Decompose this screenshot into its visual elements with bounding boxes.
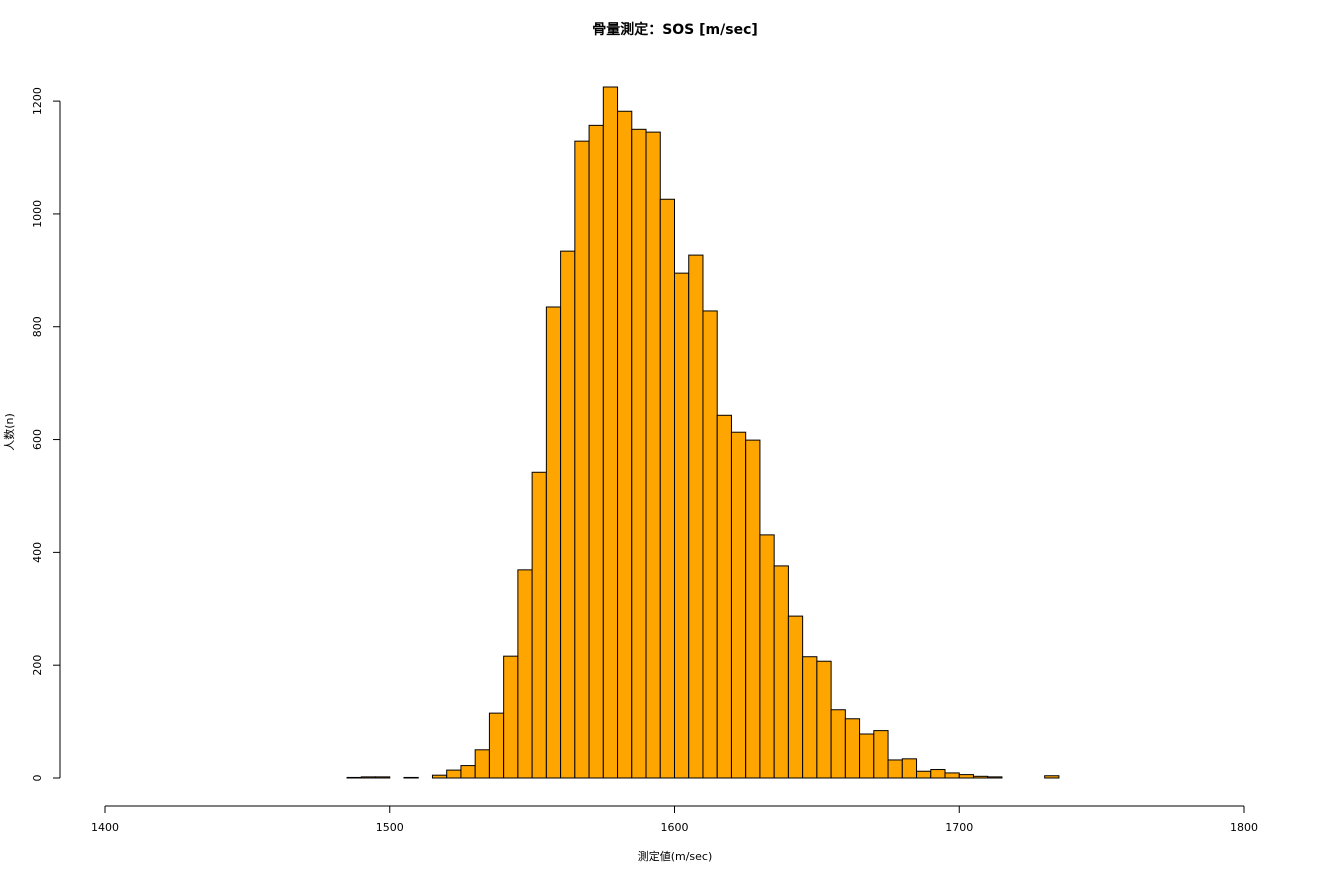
- bar: [631, 128, 647, 779]
- bar: [802, 656, 818, 779]
- x-tick-label: 1400: [91, 821, 119, 834]
- x-tick-label: 1800: [1230, 821, 1258, 834]
- bar: [431, 774, 448, 779]
- bar: [531, 471, 547, 779]
- bar: [830, 709, 846, 779]
- bar: [730, 431, 747, 779]
- bar: [773, 565, 789, 779]
- bar: [787, 615, 804, 779]
- bar: [844, 718, 861, 779]
- y-tick-label: 600: [31, 429, 44, 450]
- bar: [901, 758, 918, 779]
- bar: [346, 776, 362, 779]
- bar: [1044, 775, 1060, 779]
- bar: [488, 712, 505, 779]
- bar: [859, 733, 875, 779]
- y-tick-label: 1200: [31, 87, 44, 115]
- bar: [617, 110, 633, 779]
- bar: [944, 772, 960, 779]
- y-tick-label: 0: [31, 775, 44, 782]
- bar: [745, 439, 761, 779]
- bar: [958, 774, 974, 779]
- bar: [545, 306, 562, 779]
- y-tick-label: 400: [31, 542, 44, 563]
- bar: [503, 655, 519, 779]
- y-tick-label: 800: [31, 316, 44, 337]
- y-tick-label: 1000: [31, 200, 44, 228]
- bar: [887, 759, 903, 779]
- x-tick-label: 1500: [376, 821, 404, 834]
- bar: [816, 660, 832, 779]
- bar: [574, 140, 590, 779]
- y-tick-label: 200: [31, 655, 44, 676]
- bar: [716, 414, 732, 779]
- y-axis-label: 人数(n): [3, 413, 16, 451]
- bar: [659, 198, 676, 779]
- bar: [360, 776, 377, 779]
- x-axis-label: 測定値(m/sec): [638, 849, 713, 863]
- bar: [403, 776, 419, 779]
- bar: [474, 749, 490, 779]
- bar: [375, 776, 391, 779]
- bar: [688, 254, 704, 779]
- bar: [759, 534, 775, 779]
- bar: [560, 250, 576, 779]
- bar: [446, 769, 462, 779]
- x-tick-label: 1700: [945, 821, 973, 834]
- bar: [588, 124, 604, 779]
- bar: [460, 765, 476, 779]
- bar: [873, 730, 889, 779]
- bar: [517, 569, 533, 779]
- chart-title: 骨量測定：SOS [m/sec]: [592, 21, 758, 38]
- bar: [674, 272, 690, 779]
- bar: [702, 310, 718, 779]
- bar: [987, 776, 1003, 779]
- bar: [602, 86, 619, 779]
- bar: [930, 769, 946, 779]
- bar: [645, 131, 661, 779]
- bar: [916, 770, 932, 779]
- x-tick-label: 1600: [661, 821, 689, 834]
- bar: [972, 775, 989, 779]
